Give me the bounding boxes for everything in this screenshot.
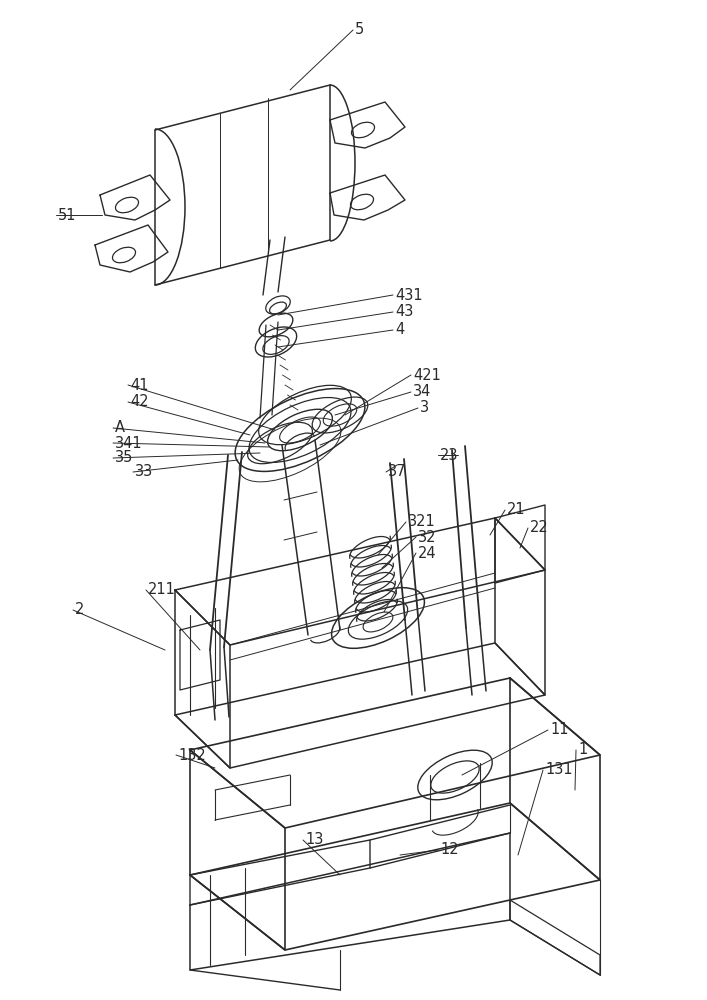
Text: 2: 2 [75,602,84,617]
Text: 5: 5 [355,22,364,37]
Text: 341: 341 [115,436,143,450]
Text: 3: 3 [420,400,429,416]
Text: 24: 24 [418,546,437,560]
Text: 211: 211 [148,582,176,597]
Text: 51: 51 [58,208,76,223]
Text: 21: 21 [507,502,525,518]
Text: 33: 33 [135,464,153,480]
Text: 4: 4 [395,322,404,338]
Text: 321: 321 [408,514,436,530]
Text: 12: 12 [440,842,459,857]
Text: 43: 43 [395,304,414,320]
Text: 37: 37 [388,464,407,480]
Text: 23: 23 [440,448,459,462]
Text: A: A [115,420,125,436]
Text: 34: 34 [413,384,431,399]
Text: 132: 132 [178,748,206,762]
Text: 22: 22 [530,520,549,536]
Text: 11: 11 [550,722,568,738]
Text: 42: 42 [130,394,148,410]
Text: 421: 421 [413,367,441,382]
Text: 32: 32 [418,530,436,544]
Text: 13: 13 [305,832,323,848]
Text: 35: 35 [115,450,134,466]
Text: 41: 41 [130,377,148,392]
Text: 131: 131 [545,762,573,778]
Text: 1: 1 [578,742,588,758]
Text: 431: 431 [395,288,423,302]
